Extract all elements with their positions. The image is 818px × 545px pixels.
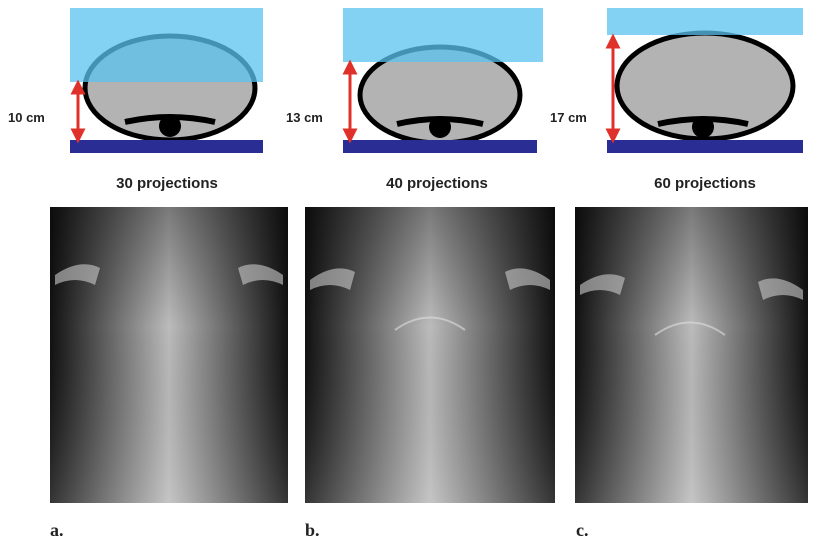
panel-label: c. (576, 520, 589, 540)
projections-label: 40 projections (386, 175, 488, 192)
xray-b (305, 207, 555, 503)
diagram-a: 10 cm 30 projections (8, 8, 263, 192)
distance-label: 13 cm (286, 110, 323, 125)
panel-label: b. (305, 520, 320, 540)
xray-c (575, 207, 808, 503)
projections-label: 60 projections (654, 175, 756, 192)
diagram-c: 17 cm 60 projections (550, 8, 803, 192)
figure: 10 cm 30 projections 13 cm 40 projection… (0, 0, 818, 545)
projections-label: 30 projections (116, 175, 218, 192)
diagram-b: 13 cm 40 projections (286, 8, 543, 192)
distance-label: 10 cm (8, 110, 45, 125)
panel-label: a. (50, 520, 64, 540)
distance-label: 17 cm (550, 110, 587, 125)
xray-a (50, 207, 288, 503)
